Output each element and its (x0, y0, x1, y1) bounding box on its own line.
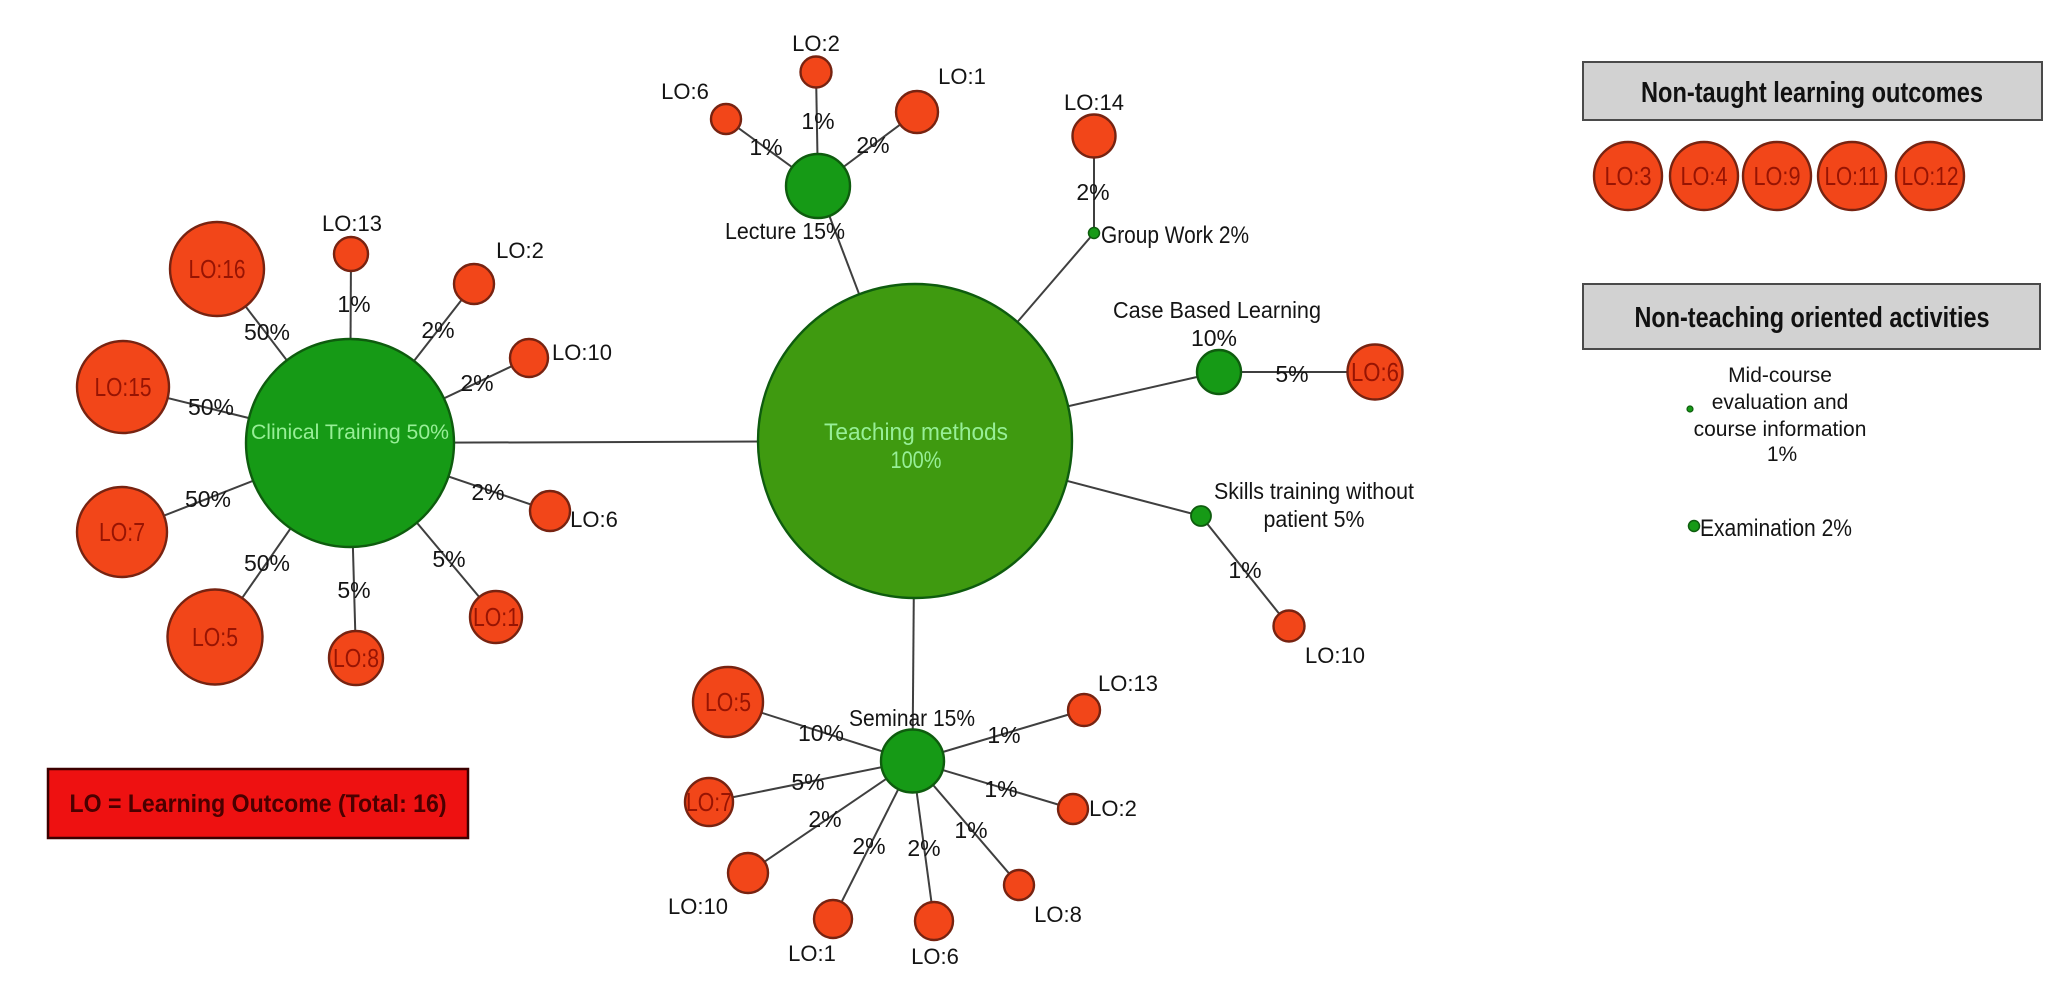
svg-text:Non-taught learning outcomes: Non-taught learning outcomes (1641, 77, 1983, 109)
svg-text:LO:6: LO:6 (570, 507, 618, 532)
svg-text:2%: 2% (852, 833, 885, 859)
svg-text:1%: 1% (984, 776, 1017, 802)
svg-text:1%: 1% (1228, 557, 1261, 583)
svg-text:LO:14: LO:14 (1064, 90, 1124, 115)
svg-text:5%: 5% (432, 546, 465, 572)
svg-text:LO:8: LO:8 (333, 643, 379, 673)
svg-text:LO = Learning Outcome (Total:: LO = Learning Outcome (Total: 16) (70, 790, 447, 818)
svg-text:Skills training without: Skills training without (1214, 478, 1415, 504)
svg-text:1%: 1% (337, 291, 370, 317)
svg-text:LO:1: LO:1 (788, 941, 836, 966)
svg-text:LO:5: LO:5 (192, 622, 238, 652)
svg-text:50%: 50% (188, 394, 234, 420)
svg-text:Teaching methods: Teaching methods (824, 419, 1008, 446)
svg-text:LO:11: LO:11 (1825, 161, 1880, 191)
svg-text:LO:2: LO:2 (792, 31, 840, 56)
svg-text:LO:6: LO:6 (661, 79, 709, 104)
svg-text:2%: 2% (856, 132, 889, 158)
svg-text:2%: 2% (471, 479, 504, 505)
svg-text:patient 5%: patient 5% (1264, 506, 1365, 532)
svg-text:LO:12: LO:12 (1902, 161, 1959, 191)
svg-text:LO:10: LO:10 (1305, 643, 1365, 668)
svg-text:1%: 1% (954, 817, 987, 843)
svg-text:LO:8: LO:8 (1034, 902, 1082, 927)
svg-text:LO:6: LO:6 (911, 944, 959, 969)
svg-text:LO:10: LO:10 (552, 340, 612, 365)
svg-text:5%: 5% (791, 769, 824, 795)
svg-text:50%: 50% (244, 319, 290, 345)
svg-text:2%: 2% (421, 317, 454, 343)
svg-text:10%: 10% (1191, 325, 1237, 351)
svg-text:LO:1: LO:1 (938, 64, 986, 89)
svg-text:100%: 100% (891, 447, 942, 474)
svg-text:LO:13: LO:13 (322, 211, 382, 236)
svg-text:LO:9: LO:9 (1754, 161, 1801, 191)
svg-text:2%: 2% (460, 370, 493, 396)
svg-text:1%: 1% (987, 722, 1020, 748)
svg-text:2%: 2% (907, 835, 940, 861)
svg-text:2%: 2% (1076, 179, 1109, 205)
svg-text:LO:2: LO:2 (1089, 796, 1137, 821)
svg-text:LO:2: LO:2 (496, 238, 544, 263)
svg-text:50%: 50% (244, 550, 290, 576)
svg-text:Mid-course: Mid-course (1728, 364, 1832, 387)
svg-text:Non-teaching oriented activiti: Non-teaching oriented activities (1635, 302, 1990, 334)
svg-text:LO:7: LO:7 (686, 787, 732, 817)
svg-text:1%: 1% (749, 134, 782, 160)
svg-text:LO:4: LO:4 (1681, 161, 1728, 191)
svg-text:50%: 50% (185, 486, 231, 512)
svg-text:LO:15: LO:15 (95, 372, 152, 402)
svg-text:Seminar 15%: Seminar 15% (849, 705, 975, 731)
svg-text:LO:10: LO:10 (668, 894, 728, 919)
svg-text:LO:13: LO:13 (1098, 671, 1158, 696)
svg-text:Lecture 15%: Lecture 15% (725, 218, 845, 244)
svg-text:1%: 1% (801, 108, 834, 134)
svg-text:LO:6: LO:6 (1351, 357, 1399, 387)
svg-text:Clinical Training 50%: Clinical Training 50% (251, 421, 449, 444)
svg-text:Case Based Learning: Case Based Learning (1113, 297, 1321, 323)
svg-text:5%: 5% (337, 577, 370, 603)
svg-text:course information: course information (1694, 418, 1867, 441)
svg-text:5%: 5% (1275, 361, 1308, 387)
svg-text:LO:1: LO:1 (473, 602, 519, 632)
svg-text:LO:3: LO:3 (1605, 161, 1652, 191)
svg-text:2%: 2% (808, 806, 841, 832)
svg-text:LO:5: LO:5 (705, 687, 751, 717)
svg-text:Group Work 2%: Group Work 2% (1101, 222, 1249, 249)
svg-text:evaluation and: evaluation and (1712, 391, 1849, 414)
svg-text:LO:7: LO:7 (99, 517, 145, 547)
svg-text:10%: 10% (798, 720, 844, 746)
svg-text:1%: 1% (1767, 443, 1797, 466)
svg-text:LO:16: LO:16 (189, 254, 246, 284)
svg-text:Examination 2%: Examination 2% (1700, 515, 1852, 542)
